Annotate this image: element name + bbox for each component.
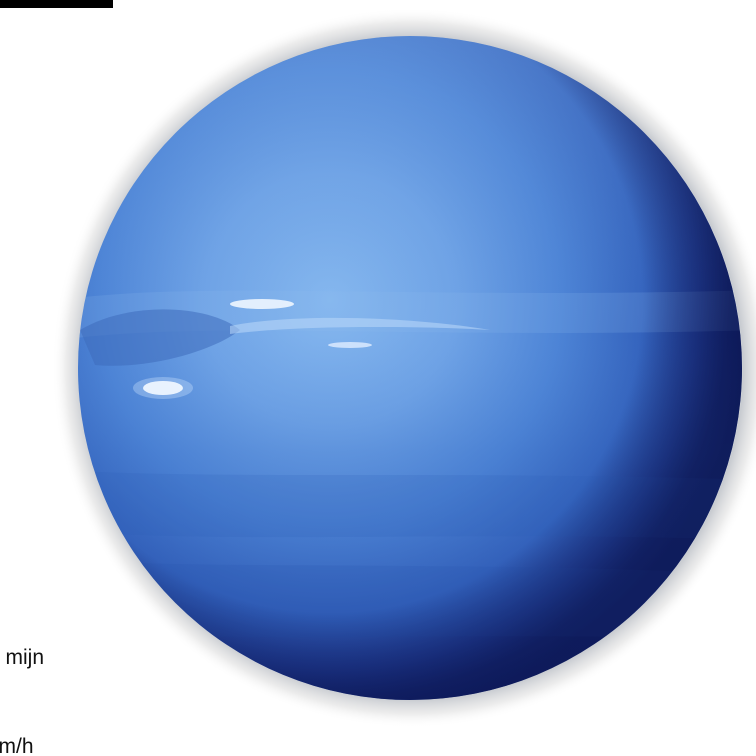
planet-body — [78, 36, 742, 700]
planet-surface-details — [78, 36, 742, 700]
planet-halo — [52, 8, 756, 728]
cropped-text-line-1: n mijn — [0, 646, 45, 669]
top-black-bar — [0, 0, 113, 8]
cropped-text-line-2: km/h — [0, 735, 34, 756]
